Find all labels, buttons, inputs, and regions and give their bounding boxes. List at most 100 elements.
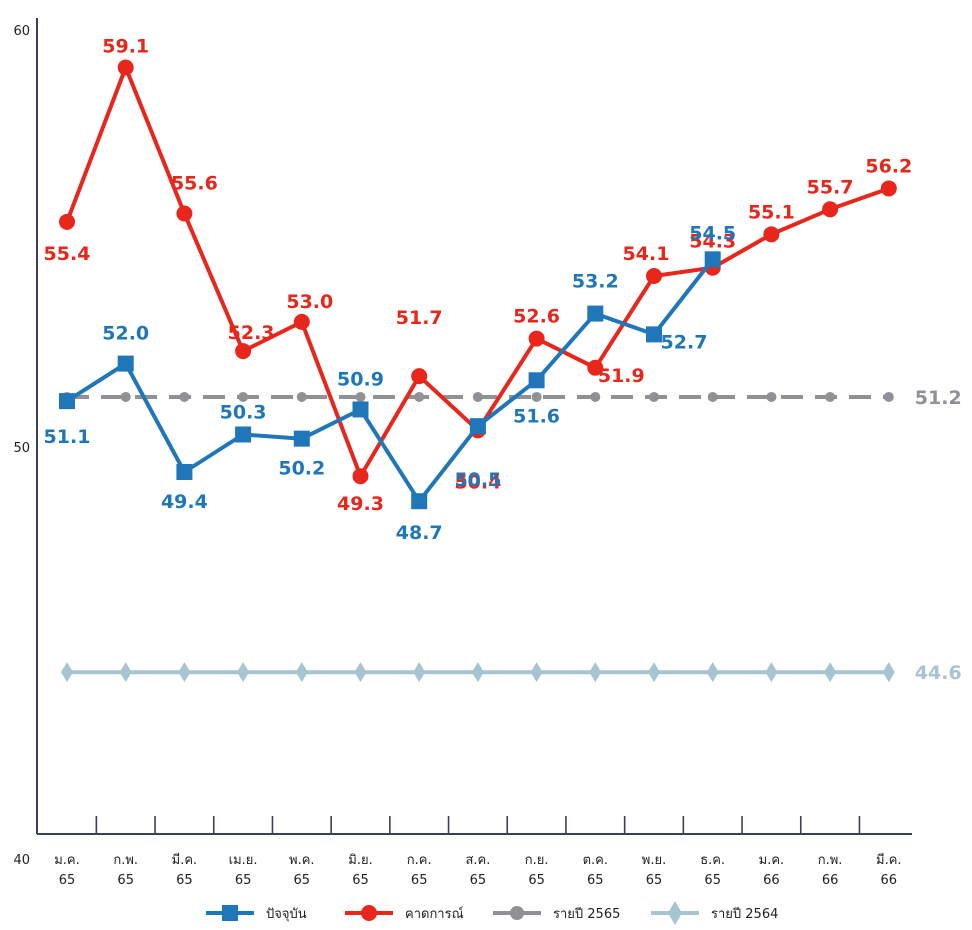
x-tick-label: มี.ค.	[876, 852, 902, 868]
data-label: 55.6	[171, 172, 218, 194]
data-point	[117, 59, 134, 76]
data-point	[59, 213, 75, 230]
x-tick-label-year: 65	[352, 873, 369, 888]
data-point	[649, 391, 659, 402]
series-end-label: 51.2	[915, 387, 962, 409]
data-label: 51.9	[598, 365, 645, 387]
legend-item[interactable]: คาดการณ์	[345, 905, 464, 922]
data-point	[117, 355, 134, 372]
legend-marker	[668, 901, 682, 925]
data-label: 49.3	[337, 493, 384, 515]
data-point	[766, 391, 777, 402]
data-point	[822, 201, 839, 218]
x-tick-label: พ.ย.	[642, 853, 666, 868]
x-tick-label-year: 65	[587, 873, 604, 888]
data-point	[120, 391, 131, 402]
data-label: 54.1	[623, 243, 670, 265]
x-tick-label: ต.ค.	[583, 853, 608, 868]
data-point	[471, 662, 484, 683]
y-tick-label: 50	[13, 441, 30, 456]
x-tick-label-year: 65	[176, 873, 193, 888]
data-point	[413, 662, 426, 683]
data-point	[587, 359, 604, 376]
y-tick-label: 60	[13, 24, 30, 39]
data-label: 48.7	[396, 522, 443, 544]
data-point	[765, 662, 778, 683]
legend-marker	[222, 905, 238, 921]
legend-marker	[510, 906, 524, 920]
data-point	[355, 391, 366, 402]
data-point	[176, 464, 193, 481]
data-label: 55.4	[44, 243, 91, 265]
x-tick-label: ธ.ค.	[700, 853, 725, 868]
x-tick-label: มี.ค.	[172, 852, 198, 868]
series-end-label: 44.6	[915, 662, 962, 684]
x-tick-label: ก.พ.	[818, 853, 843, 868]
legend-item[interactable]: ปัจจุบัน	[206, 905, 307, 922]
legend-marker	[361, 905, 377, 921]
data-point	[352, 401, 369, 418]
data-point	[295, 662, 308, 683]
x-tick-label: ส.ค.	[465, 853, 490, 868]
data-point	[119, 662, 132, 683]
x-tick-label: ก.พ.	[113, 853, 138, 868]
data-point	[646, 268, 662, 285]
legend-label: ปัจจุบัน	[266, 907, 307, 922]
data-label: 53.0	[286, 291, 333, 313]
x-tick-label-year: 65	[470, 873, 487, 888]
data-label: 52.0	[102, 323, 149, 345]
data-point	[763, 226, 780, 243]
chart-data-labels: 44.6 51.2 55.4 59.1 55.6 52.3 53.0 49.3 51.7 50.4…	[44, 36, 962, 685]
data-point	[587, 305, 604, 322]
data-point	[238, 391, 249, 402]
chart-legend[interactable]: ปัจจุบัน คาดการณ์ รายปี 2565 รายปี 2564	[206, 901, 778, 925]
data-label: 51.7	[396, 307, 443, 329]
series-line	[65, 65, 891, 479]
data-point	[530, 662, 543, 683]
data-point	[472, 391, 483, 402]
data-label: 51.1	[44, 426, 91, 448]
x-tick-label-year: 65	[117, 873, 134, 888]
data-point	[293, 313, 310, 330]
data-label: 55.1	[748, 201, 795, 223]
series-0	[61, 662, 895, 683]
x-tick-label-year: 66	[763, 873, 780, 888]
x-tick-label: เม.ย.	[229, 853, 258, 868]
legend-item[interactable]: รายปี 2565	[493, 906, 620, 922]
chart-series	[59, 59, 897, 683]
x-tick-label: ก.ค.	[407, 853, 432, 868]
x-tick-label: พ.ค.	[289, 853, 315, 868]
data-point	[61, 662, 73, 683]
data-point	[469, 418, 486, 435]
x-tick-label-year: 65	[59, 873, 76, 888]
chart-axes: 60 50 40 ม.ค. 65 ก.พ. 65 มี.ค. 65 เม.ย. 65 พ.ค. 65 มิ…	[13, 18, 912, 888]
series-1	[62, 391, 894, 402]
data-point	[296, 391, 307, 402]
data-point	[237, 662, 250, 683]
data-label: 50.2	[278, 458, 325, 480]
data-point	[707, 391, 718, 402]
data-point	[411, 493, 428, 510]
data-point	[235, 343, 252, 360]
x-tick-label: มิ.ย.	[348, 853, 372, 868]
data-label: 50.9	[337, 368, 384, 390]
data-point	[883, 391, 894, 402]
x-tick-label-year: 65	[235, 873, 252, 888]
series-3	[59, 251, 721, 510]
data-point	[646, 326, 662, 343]
data-point	[589, 662, 602, 683]
x-tick-label-year: 66	[881, 873, 898, 888]
data-point	[178, 662, 191, 683]
data-point	[825, 391, 836, 402]
legend-item[interactable]: รายปี 2564	[651, 901, 778, 925]
data-label: 50.5	[454, 469, 501, 491]
data-point	[414, 391, 425, 402]
data-point	[706, 662, 719, 683]
y-tick-label: 40	[13, 853, 30, 868]
x-tick-label: ม.ค.	[54, 853, 80, 868]
data-point	[648, 662, 660, 683]
data-point	[880, 180, 897, 197]
x-tick-label: ม.ค.	[759, 853, 785, 868]
x-tick-label-year: 65	[704, 873, 721, 888]
data-label: 50.3	[220, 401, 267, 423]
